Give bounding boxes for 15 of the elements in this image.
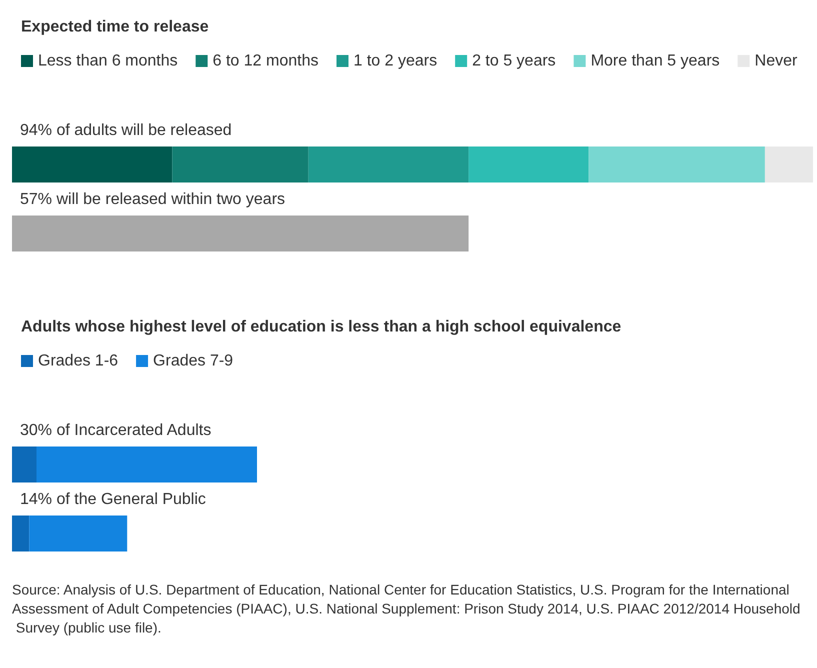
text: Adults whose highest level of education is less than a high school equivalence: [21, 318, 622, 336]
legend-label: 2 to 5 years: [472, 52, 556, 70]
legend-label: Less than 6 months: [38, 52, 178, 70]
legend-label: Never: [754, 52, 798, 70]
legend-label: More than 5 years: [590, 52, 720, 70]
legend-label: Grades 1-6: [38, 352, 118, 370]
y-tick-label: 14% of the General Public: [20, 491, 206, 508]
y-tick-label: 30% of Incarcerated Adults: [20, 422, 212, 439]
chart-title: Expected time to release: [21, 18, 209, 36]
legend-label: 1 to 2 years: [353, 52, 438, 70]
y-tick-label: 57% will be released within two years: [20, 191, 286, 208]
source-note: Source: Analysis of U.S. Department of Education, National Center for Education Statistics, U.S. Program for the International Assessment of Adult Competencies (PIAAC), U.S. National Supplement: Prison Study 2014, U.S. PIAAC 2012/2014 Household Survey (public use file).: [12, 582, 800, 636]
legend-label: Grades 7-9: [153, 352, 234, 370]
y-tick-label: 94% of adults will be released: [20, 122, 232, 139]
legend-label: 6 to 12 months: [212, 52, 318, 70]
